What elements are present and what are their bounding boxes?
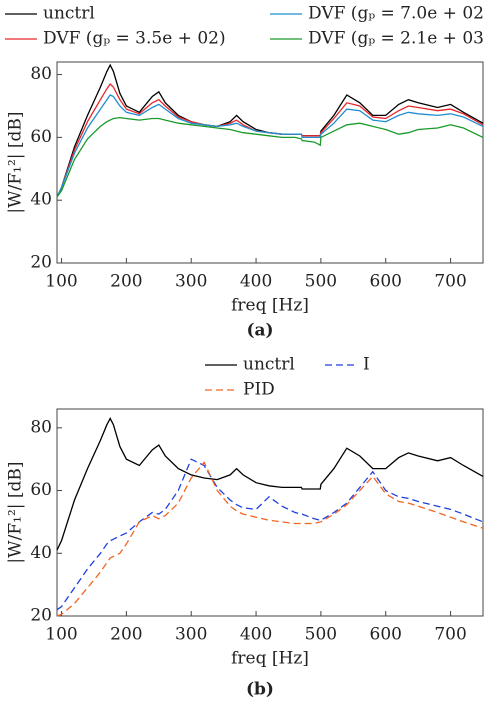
y-tick-label: 60 (30, 127, 52, 147)
panel-label: (b) (246, 680, 274, 700)
x-tick-label: 300 (175, 625, 207, 645)
series-line (56, 94, 484, 198)
x-axis-label: freq [Hz] (231, 296, 309, 316)
x-tick-label: 400 (240, 272, 272, 292)
x-tick-label: 600 (370, 625, 402, 645)
y-tick-label: 20 (30, 606, 52, 626)
series-line (56, 458, 484, 611)
x-tick-label: 100 (45, 625, 77, 645)
y-axis-label: |W/F₁²| [dB] (6, 111, 26, 213)
x-tick-label: 700 (434, 272, 466, 292)
plot-frame (56, 408, 484, 617)
legend-label: unctrl (243, 355, 295, 375)
y-tick-label: 80 (30, 417, 52, 437)
legend-label: DVF (gₚ = 7.0e + 02) (308, 4, 484, 24)
x-tick-label: 400 (240, 625, 272, 645)
x-tick-label: 500 (305, 272, 337, 292)
x-tick-label: 100 (45, 272, 77, 292)
x-tick-label: 300 (175, 272, 207, 292)
x-tick-label: 200 (110, 272, 142, 292)
legend-label: unctrl (43, 4, 95, 24)
x-tick-label: 500 (305, 625, 337, 645)
series-line (56, 461, 484, 617)
x-tick-label: 200 (110, 625, 142, 645)
panel-label: (a) (246, 321, 273, 341)
y-tick-label: 40 (30, 190, 52, 210)
x-tick-label: 600 (370, 272, 402, 292)
series-line (56, 63, 484, 198)
legend-label: DVF (gₚ = 3.5e + 02) (43, 29, 226, 49)
series-line (56, 116, 484, 198)
series-line (56, 416, 484, 551)
legend-label: I (363, 355, 370, 375)
y-tick-label: 60 (30, 480, 52, 500)
y-tick-label: 20 (30, 253, 52, 273)
y-tick-label: 40 (30, 543, 52, 563)
x-axis-label: freq [Hz] (231, 649, 309, 669)
y-axis-label: |W/F₁²| [dB] (6, 461, 26, 563)
legend-label: PID (243, 380, 275, 400)
plot-frame (56, 61, 484, 264)
series-line (56, 83, 484, 198)
x-tick-label: 700 (434, 625, 466, 645)
y-tick-label: 80 (30, 64, 52, 84)
legend-label: DVF (gₚ = 2.1e + 03) (308, 29, 484, 49)
